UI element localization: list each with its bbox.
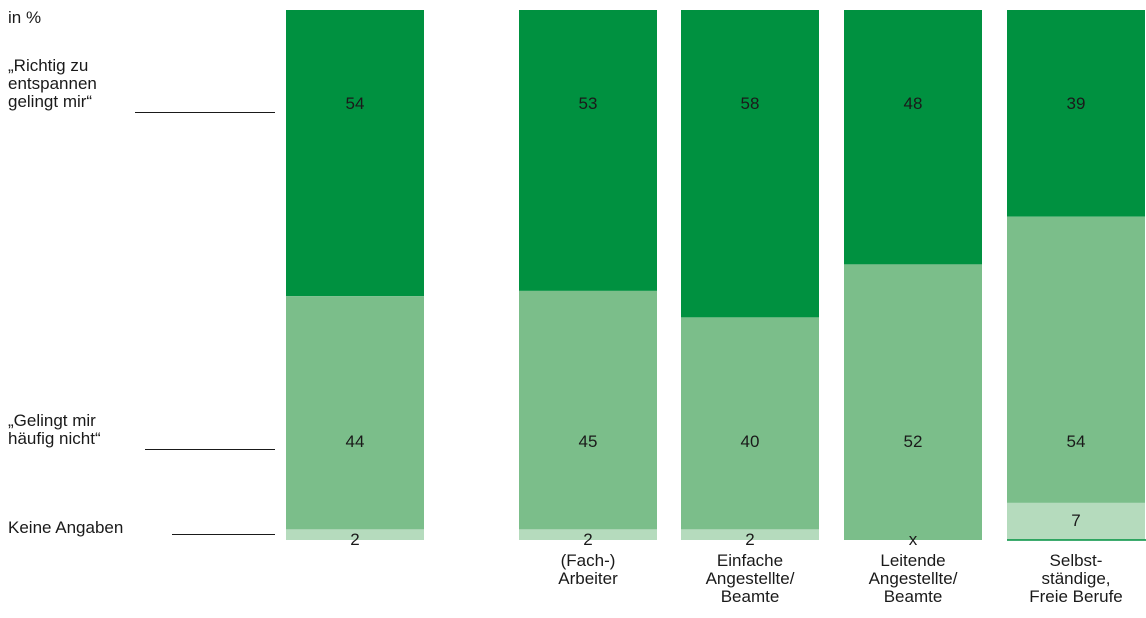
bar-segment-0-0 [286,10,424,297]
bar-value-label: 44 [345,432,365,451]
bar-value-label: 54 [1066,432,1086,451]
bar-segment-4-1 [1007,216,1145,503]
legend-label: Keine Angaben [8,518,124,537]
bar-segment-1-0 [519,10,657,291]
legend-leader-line [135,112,275,113]
bar-segment-3-0 [844,10,982,265]
legend-label: „Richtig zu entspannen gelingt mir“ [8,56,97,111]
legend-label: „Gelingt mir häufig nicht“ [8,411,101,448]
bar-value-label: 2 [745,530,755,549]
category-label: Leitende Angestellte/ Beamte [868,551,958,606]
bar-segment-0-1 [286,296,424,530]
bar-segment-0-2 [286,529,424,540]
category-label: (Fach-) Arbeiter [558,551,618,588]
bar-value-label: 45 [578,432,598,451]
bar-segment-2-0 [681,10,819,318]
unit-label: in % [8,8,42,27]
bar-value-label: 39 [1066,94,1086,113]
category-label: Einfache Angestellte/ Beamte [705,551,795,606]
legend-leader-line [145,449,275,450]
legend-leader-line [172,534,275,535]
bar-value-label: 54 [345,94,365,113]
category-label: Selbst- ständige, Freie Berufe [1029,551,1123,606]
bar-value-label: 58 [740,94,760,113]
bar-segment-4-2 [1007,502,1145,540]
bar-value-label: 7 [1071,511,1081,531]
bar-value-label: 2 [350,530,360,549]
bar-value-label: 52 [903,432,923,451]
bar-value-label: 2 [583,530,593,549]
bar-value-label: 48 [903,94,923,113]
bar-segment-2-2 [681,529,819,540]
bar-segment-3-1 [844,264,982,540]
bar-value-label: x [908,530,918,549]
bar-segment-4-0 [1007,10,1145,217]
bar-segment-1-2 [519,529,657,540]
bar-value-label: 53 [578,94,598,113]
bar-segment-1-1 [519,290,657,530]
bar-segment-2-1 [681,317,819,530]
bar-value-label: 40 [740,432,760,451]
